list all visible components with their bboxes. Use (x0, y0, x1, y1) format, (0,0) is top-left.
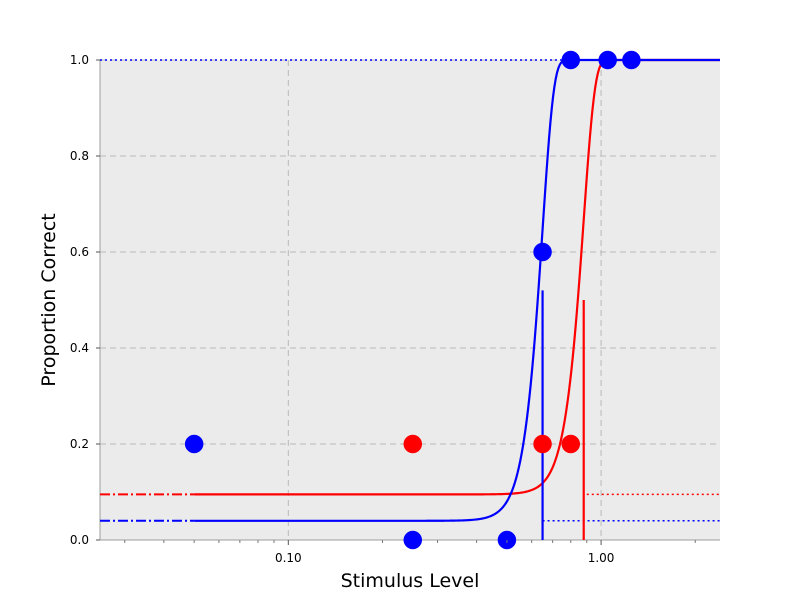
data-point (561, 50, 581, 70)
y-tick-label: 0.6 (70, 245, 89, 259)
y-tick-label: 0.8 (70, 149, 89, 163)
plot-area-background (100, 60, 720, 540)
y-axis-title: Proportion Correct (38, 213, 60, 386)
data-point (598, 50, 617, 70)
data-point (403, 530, 423, 550)
data-point (533, 434, 552, 454)
data-point (403, 434, 423, 454)
data-point (533, 242, 552, 262)
x-tick-label: 0.10 (275, 551, 302, 565)
data-point (622, 50, 641, 70)
data-point (561, 434, 581, 454)
x-axis-title: Stimulus Level (341, 570, 480, 592)
data-points (184, 50, 641, 550)
data-point (184, 434, 204, 454)
y-tick-label: 0.2 (70, 437, 89, 451)
y-tick-label: 0.0 (70, 533, 89, 547)
y-tick-label: 0.4 (70, 341, 89, 355)
x-tick-label: 1.00 (588, 551, 615, 565)
y-tick-label: 1.0 (70, 53, 89, 67)
ticks: 0.0 0.2 0.4 0.6 0.8 1.0 0.10 1.00 (70, 53, 696, 565)
